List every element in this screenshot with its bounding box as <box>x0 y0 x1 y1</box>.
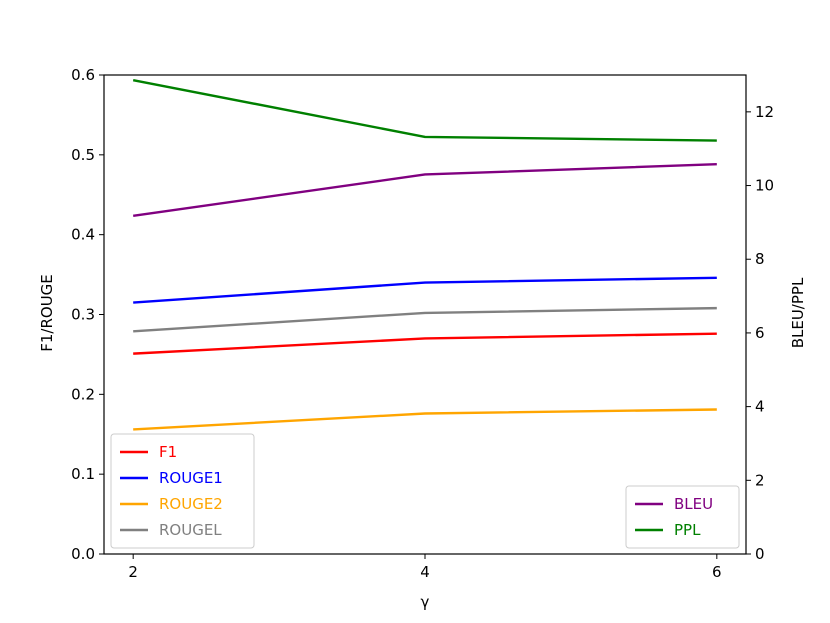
x-axis-label: γ <box>421 593 430 611</box>
y-right-tick-label: 10 <box>755 177 774 195</box>
x-tick-label: 2 <box>128 563 138 581</box>
y-left-tick-label: 0.3 <box>71 306 95 324</box>
y-left-tick-label: 0.1 <box>71 465 95 483</box>
y-axis-left-label: F1/ROUGE <box>38 274 56 352</box>
y-left-tick-label: 0.2 <box>71 385 95 403</box>
y-right-tick-label: 12 <box>755 103 774 121</box>
series-line-rougel <box>133 306 717 333</box>
legend-label-rouge1: ROUGE1 <box>159 469 223 487</box>
y-left-tick-label: 0.5 <box>71 146 95 164</box>
legend-label-ppl: PPL <box>674 521 701 539</box>
legend-label-f1: F1 <box>159 443 177 461</box>
y-right-tick-label: 0 <box>755 545 765 563</box>
y-left-tick-label: 0.6 <box>71 66 95 84</box>
legend-label-rouge2: ROUGE2 <box>159 495 223 513</box>
legend-layer: F1 ROUGE1 ROUGE2 ROUGEL BLEU PPL <box>110 433 740 549</box>
x-tick-label: 6 <box>712 563 722 581</box>
y-right-tick-label: 8 <box>755 250 765 268</box>
series-line-rouge1 <box>133 276 717 304</box>
legend-label-bleu: BLEU <box>674 495 713 513</box>
series-line-ppl <box>132 78 717 142</box>
series-line-f1 <box>133 332 717 355</box>
legend-box <box>625 485 740 549</box>
axes-layer: 2 4 6 0.0 0.1 0.2 0.3 0.4 0.5 0.6 0 2 4 6 8 10 12 <box>71 66 774 581</box>
y-left-tick-label: 0.4 <box>71 226 95 244</box>
y-right-tick-label: 6 <box>755 324 765 342</box>
y-axis-right-label: BLEU/PPL <box>789 277 807 348</box>
legend-label-rougel: ROUGEL <box>159 521 222 539</box>
y-left-tick-label: 0.0 <box>71 545 95 563</box>
series-line-rouge2 <box>133 408 717 431</box>
legend-box <box>110 433 255 549</box>
y-right-tick-label: 4 <box>755 398 765 416</box>
series-line-bleu <box>133 162 717 217</box>
series-layer <box>132 78 717 431</box>
x-tick-label: 4 <box>420 563 430 581</box>
y-right-tick-label: 2 <box>755 471 765 489</box>
